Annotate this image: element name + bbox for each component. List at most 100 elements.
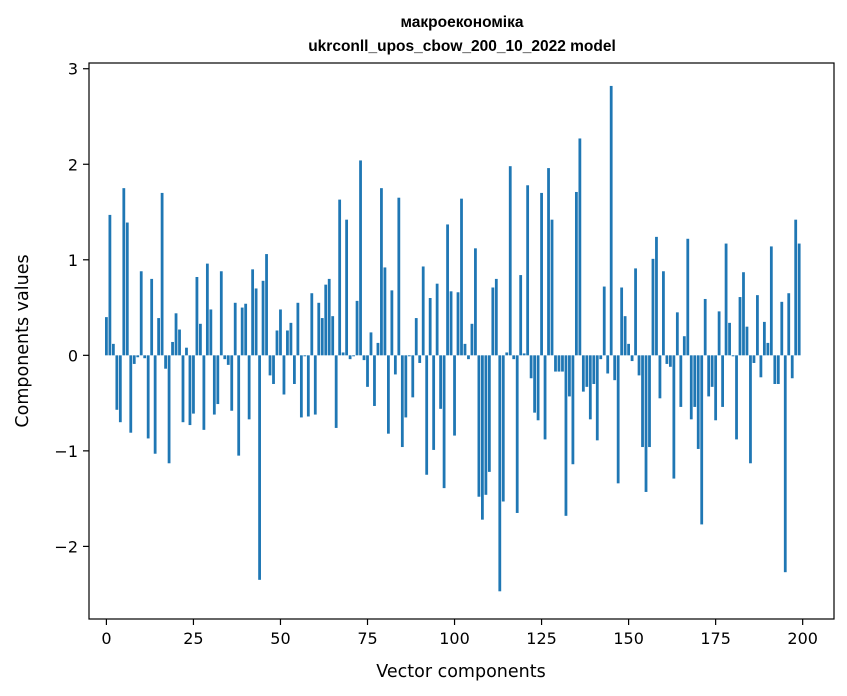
bar (286, 330, 289, 356)
bar (749, 355, 752, 464)
bar (592, 355, 596, 384)
y-axis-ticks: −2 −1 0 1 2 3 (54, 60, 89, 556)
bar (783, 355, 787, 573)
bar (108, 214, 112, 356)
y-tick-label: −2 (54, 537, 78, 556)
bar (139, 271, 143, 356)
bar (707, 355, 711, 397)
bar (411, 355, 415, 398)
bar (616, 355, 620, 484)
bar (602, 286, 606, 356)
bar (738, 297, 742, 356)
bar (769, 246, 773, 356)
bar (693, 355, 697, 407)
bar (181, 355, 185, 423)
bar (289, 322, 293, 356)
bar (662, 271, 665, 356)
bar (320, 318, 324, 356)
x-tick-label: 125 (526, 629, 557, 648)
bar (581, 355, 585, 392)
y-tick-label: 2 (68, 155, 78, 174)
bar (568, 355, 571, 397)
bar (474, 248, 477, 356)
bar (564, 355, 568, 516)
bar (240, 307, 244, 356)
x-axis-ticks: 0 25 50 75 100 125 150 175 200 (101, 619, 818, 648)
bar (449, 291, 453, 356)
bar (143, 355, 147, 359)
bar (728, 322, 731, 356)
bar (756, 295, 759, 356)
bar (574, 191, 578, 356)
bar (655, 236, 658, 356)
x-tick-label: 150 (613, 629, 644, 648)
bar (327, 278, 331, 356)
bar (613, 355, 617, 381)
bar (428, 298, 432, 356)
bar (637, 355, 641, 376)
bar (630, 355, 634, 362)
bar (665, 355, 669, 364)
bar (188, 355, 192, 426)
bar (571, 355, 575, 465)
bar (118, 355, 122, 423)
bar (237, 355, 241, 456)
bar (373, 355, 376, 406)
bar (794, 219, 798, 356)
bar (132, 355, 136, 364)
bar (668, 355, 672, 367)
bar (122, 188, 126, 356)
bar (439, 355, 443, 409)
bar (529, 355, 533, 379)
bar (404, 355, 408, 418)
bar (369, 332, 373, 356)
bar (494, 278, 498, 356)
bar (634, 268, 637, 356)
x-tick-label: 175 (700, 629, 731, 648)
bar (293, 355, 296, 384)
bar (641, 355, 644, 448)
bar (470, 323, 474, 356)
bar (171, 341, 174, 356)
bar (111, 343, 115, 356)
bar (185, 347, 188, 356)
bar (609, 85, 613, 356)
bar (735, 355, 738, 440)
bar (515, 355, 519, 513)
x-tick-label: 100 (439, 629, 470, 648)
bar (199, 323, 202, 356)
bar (334, 355, 338, 428)
y-tick-label: 3 (68, 60, 78, 79)
bar (209, 309, 213, 356)
bar (421, 266, 425, 356)
bar (393, 355, 397, 375)
bar (425, 355, 429, 475)
bar (272, 355, 275, 384)
bar (557, 355, 561, 372)
bar (265, 254, 268, 356)
bar (233, 302, 237, 356)
bar (348, 355, 352, 360)
bar (164, 355, 167, 369)
bar (526, 185, 530, 356)
bar (359, 160, 362, 356)
bar (508, 166, 512, 356)
bar (651, 258, 655, 356)
bar (299, 355, 303, 418)
bar (780, 301, 784, 356)
bar (157, 318, 161, 356)
bar (797, 243, 801, 356)
bar (491, 287, 495, 356)
y-tick-label: 0 (68, 346, 78, 365)
bar (550, 219, 554, 356)
bar (310, 293, 314, 356)
y-tick-label: −1 (54, 442, 78, 461)
bar (150, 278, 154, 356)
bar (202, 355, 206, 430)
bar (400, 355, 404, 448)
bar (362, 355, 366, 361)
bar (442, 355, 446, 489)
bar (648, 355, 651, 448)
bar (481, 355, 484, 520)
bar (505, 352, 509, 356)
